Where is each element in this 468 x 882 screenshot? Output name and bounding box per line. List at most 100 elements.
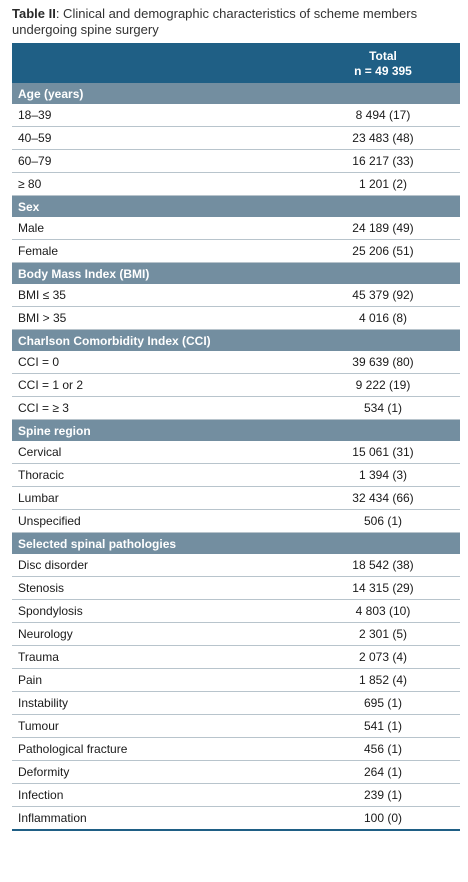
row-value: 45 379 (92): [306, 284, 460, 307]
table-row: Lumbar 32 434 (66): [12, 486, 460, 510]
row-label: Lumbar: [12, 486, 306, 510]
header-cell-total: Total n = 49 395: [306, 45, 460, 83]
row-value: 18 542 (38): [306, 554, 460, 577]
row-label: Instability: [12, 691, 306, 715]
table-row: Stenosis 14 315 (29): [12, 576, 460, 600]
row-label: Trauma: [12, 645, 306, 669]
row-label: Stenosis: [12, 576, 306, 600]
table-caption-text: : Clinical and demographic characteristi…: [12, 6, 418, 37]
row-value: 456 (1): [306, 737, 460, 761]
table-row: 18–39 8 494 (17): [12, 104, 460, 127]
row-value: 239 (1): [306, 783, 460, 807]
table-top-rule: [12, 43, 460, 45]
table-row: CCI = ≥ 3 534 (1): [12, 396, 460, 420]
section-header-row: Age (years): [12, 83, 460, 104]
header-cell-characteristic: [12, 45, 306, 83]
section-title: Charlson Comorbidity Index (CCI): [12, 329, 460, 351]
row-value: 534 (1): [306, 396, 460, 420]
header-total-label: Total: [369, 49, 397, 63]
row-value: 24 189 (49): [306, 217, 460, 240]
row-label: CCI = ≥ 3: [12, 396, 306, 420]
table-body: Age (years) 18–39 8 494 (17) 40–59 23 483 (4…: [12, 83, 460, 831]
row-value: 23 483 (48): [306, 126, 460, 150]
section-header-row: Sex: [12, 195, 460, 217]
row-value: 1 852 (4): [306, 668, 460, 692]
table-header-row: Total n = 49 395: [12, 45, 460, 83]
row-label: Male: [12, 217, 306, 240]
table-row: Tumour 541 (1): [12, 714, 460, 738]
row-label: Tumour: [12, 714, 306, 738]
table-row: Disc disorder 18 542 (38): [12, 554, 460, 577]
section-title: Sex: [12, 195, 460, 217]
table-row: Male 24 189 (49): [12, 217, 460, 240]
row-value: 14 315 (29): [306, 576, 460, 600]
row-label: Pain: [12, 668, 306, 692]
row-label: BMI > 35: [12, 306, 306, 330]
table-row: BMI ≤ 35 45 379 (92): [12, 284, 460, 307]
row-value: 541 (1): [306, 714, 460, 738]
table-row: Unspecified 506 (1): [12, 509, 460, 533]
row-label: CCI = 0: [12, 351, 306, 374]
row-value: 9 222 (19): [306, 373, 460, 397]
row-value: 264 (1): [306, 760, 460, 784]
characteristics-table: Total n = 49 395 Age (years) 18–39 8 494 (…: [12, 45, 460, 831]
row-label: CCI = 1 or 2: [12, 373, 306, 397]
row-value: 506 (1): [306, 509, 460, 533]
row-label: 40–59: [12, 126, 306, 150]
table-row: Infection 239 (1): [12, 783, 460, 807]
row-label: 18–39: [12, 104, 306, 127]
row-label: Inflammation: [12, 806, 306, 831]
table-row: CCI = 0 39 639 (80): [12, 351, 460, 374]
section-title: Selected spinal pathologies: [12, 532, 460, 554]
section-title: Age (years): [12, 83, 460, 104]
row-value: 695 (1): [306, 691, 460, 715]
table-row: Instability 695 (1): [12, 691, 460, 715]
section-title: Body Mass Index (BMI): [12, 262, 460, 284]
row-value: 39 639 (80): [306, 351, 460, 374]
row-value: 16 217 (33): [306, 149, 460, 173]
row-label: Unspecified: [12, 509, 306, 533]
row-label: Thoracic: [12, 463, 306, 487]
table-row: Pathological fracture 456 (1): [12, 737, 460, 761]
row-value: 4 803 (10): [306, 599, 460, 623]
table-row: Thoracic 1 394 (3): [12, 463, 460, 487]
table-figure: Table II: Clinical and demographic chara…: [12, 0, 460, 831]
table-row: BMI > 35 4 016 (8): [12, 306, 460, 330]
table-row: 60–79 16 217 (33): [12, 149, 460, 173]
row-label: Cervical: [12, 441, 306, 464]
row-value: 32 434 (66): [306, 486, 460, 510]
row-label: Pathological fracture: [12, 737, 306, 761]
table-row: 40–59 23 483 (48): [12, 126, 460, 150]
table-caption: Table II: Clinical and demographic chara…: [12, 6, 460, 38]
row-label: Deformity: [12, 760, 306, 784]
table-row: Inflammation 100 (0): [12, 806, 460, 831]
table-row: Deformity 264 (1): [12, 760, 460, 784]
row-label: BMI ≤ 35: [12, 284, 306, 307]
row-value: 15 061 (31): [306, 441, 460, 464]
row-label: ≥ 80: [12, 172, 306, 196]
row-value: 25 206 (51): [306, 239, 460, 263]
row-value: 2 301 (5): [306, 622, 460, 646]
row-label: 60–79: [12, 149, 306, 173]
section-header-row: Body Mass Index (BMI): [12, 262, 460, 284]
row-label: Female: [12, 239, 306, 263]
row-label: Infection: [12, 783, 306, 807]
table-row: Cervical 15 061 (31): [12, 441, 460, 464]
header-total-n: n = 49 395: [354, 64, 412, 78]
section-title: Spine region: [12, 419, 460, 441]
row-value: 1 394 (3): [306, 463, 460, 487]
row-value: 8 494 (17): [306, 104, 460, 127]
row-value: 2 073 (4): [306, 645, 460, 669]
row-value: 100 (0): [306, 806, 460, 831]
row-label: Spondylosis: [12, 599, 306, 623]
row-value: 1 201 (2): [306, 172, 460, 196]
table-row: Spondylosis 4 803 (10): [12, 599, 460, 623]
section-header-row: Spine region: [12, 419, 460, 441]
section-header-row: Selected spinal pathologies: [12, 532, 460, 554]
table-row: ≥ 80 1 201 (2): [12, 172, 460, 196]
row-label: Disc disorder: [12, 554, 306, 577]
table-row: Female 25 206 (51): [12, 239, 460, 263]
row-value: 4 016 (8): [306, 306, 460, 330]
row-label: Neurology: [12, 622, 306, 646]
